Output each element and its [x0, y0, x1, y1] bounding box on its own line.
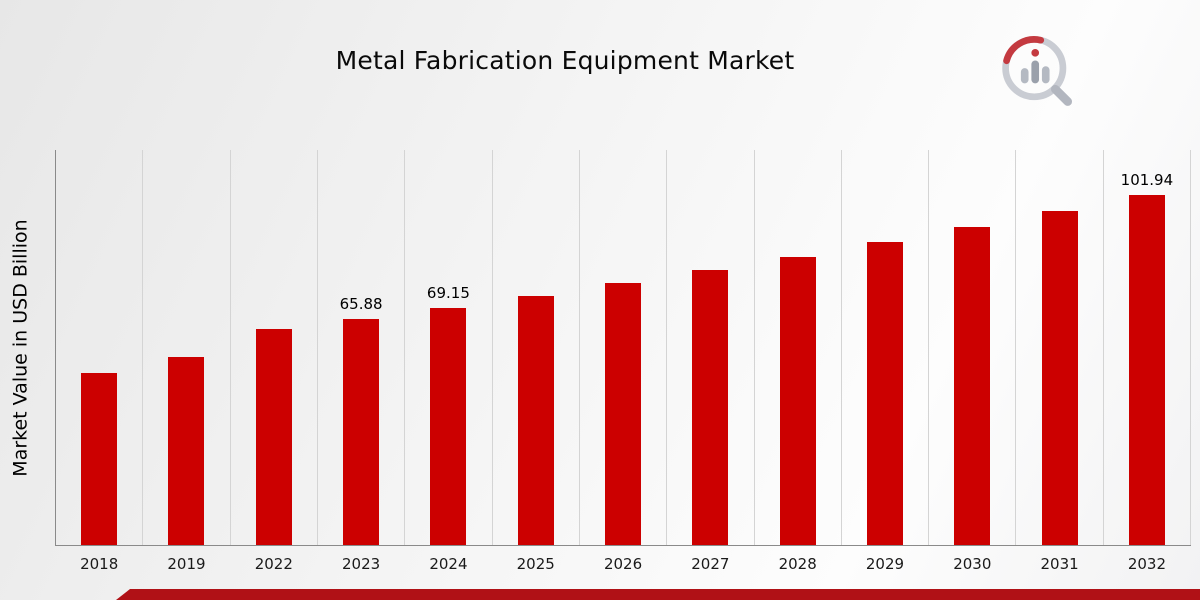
x-tick-label-2026: 2026: [603, 555, 643, 573]
bar-2027: [692, 270, 729, 545]
x-tick-label-2019: 2019: [167, 555, 206, 573]
bar-group-2028: 2028: [755, 150, 842, 573]
logo-dot-icon: [1031, 49, 1040, 57]
bar-2030: [954, 227, 991, 545]
x-tick-label-2018: 2018: [80, 555, 119, 573]
x-tick-label-2024: 2024: [429, 555, 468, 573]
bar-group-2027: 2027: [667, 150, 755, 573]
x-tick-label-2028: 2028: [778, 555, 817, 573]
plot-area: 2018 2019 2022 65.88 2023 69.15 2024 2025 2026 20…: [55, 150, 1192, 573]
x-tick-label-2022: 2022: [254, 555, 293, 573]
bar-group-2019: 2019: [143, 150, 231, 573]
bar-2023: [343, 318, 380, 545]
bar-2028: [779, 256, 816, 545]
footer-accent-bar: [116, 589, 1200, 600]
logo-bar-icon: [1020, 68, 1029, 84]
x-tick-label-2030: 2030: [953, 555, 992, 573]
magnifier-handle-icon: [1050, 84, 1073, 106]
bar-group-2032: 101.94 2032: [1104, 150, 1192, 573]
x-tick-label-2031: 2031: [1040, 555, 1079, 573]
chart-title: Metal Fabrication Equipment Market: [335, 46, 795, 75]
bar-group-2023: 65.88 2023: [318, 150, 406, 573]
bar-2022: [255, 329, 292, 545]
bar-group-2026: 2026: [580, 150, 668, 573]
data-label-2024: 69.15: [426, 283, 470, 302]
data-label-2032: 101.94: [1120, 170, 1174, 189]
market-research-future-logo-icon: [1002, 36, 1073, 106]
x-tick-label-2025: 2025: [516, 555, 555, 573]
data-label-2023: 65.88: [339, 294, 383, 313]
bar-2031: [1041, 211, 1078, 545]
bar-2018: [81, 373, 118, 545]
bar-group-2031: 2031: [1016, 150, 1104, 573]
bar-group-2024: 69.15 2024: [405, 150, 493, 573]
bar-group-2029: 2029: [842, 150, 930, 573]
bar-group-2022: 2022: [231, 150, 318, 573]
bar-group-2018: 2018: [56, 150, 144, 573]
x-tick-label-2023: 2023: [342, 555, 381, 573]
logo-bar-icon: [1041, 66, 1050, 84]
bar-group-2030: 2030: [929, 150, 1017, 573]
x-tick-label-2027: 2027: [691, 555, 730, 573]
bar-2026: [605, 283, 642, 545]
bar-2029: [866, 242, 903, 545]
y-axis-label: Market Value in USD Billion: [10, 218, 33, 477]
x-tick-label-2029: 2029: [865, 555, 905, 573]
bar-group-2025: 2025: [493, 150, 580, 573]
bar-2032: [1128, 194, 1165, 545]
x-tick-label-2032: 2032: [1127, 555, 1166, 573]
bar-2019: [168, 357, 205, 545]
bar-2025: [517, 295, 554, 545]
bar-2024: [430, 307, 467, 545]
logo-bar-icon: [1031, 60, 1040, 84]
